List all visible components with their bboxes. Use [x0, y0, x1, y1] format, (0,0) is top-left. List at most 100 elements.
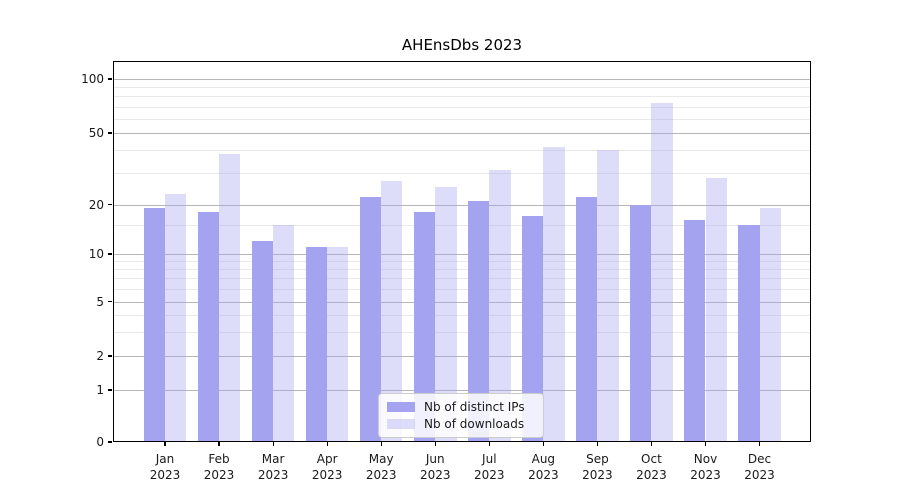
- x-tick-month: Mar: [261, 452, 285, 466]
- x-tick-mark: [488, 442, 490, 446]
- x-tick-month: May: [368, 452, 394, 466]
- x-tick-year: 2023: [365, 468, 397, 483]
- y-tick-label: 1: [96, 383, 104, 397]
- bar-distinct-ips-mar: [251, 241, 274, 442]
- minor-gridline: [113, 150, 811, 152]
- major-gridline: [113, 254, 811, 255]
- legend-swatch-distinct-ips: [387, 401, 415, 412]
- bar-distinct-ips-nov: [684, 220, 706, 442]
- bar-distinct-ips-jan: [143, 208, 165, 442]
- x-tick-month: Oct: [641, 452, 662, 466]
- y-tick-label: 50: [88, 126, 104, 140]
- minor-gridline: [113, 289, 811, 290]
- x-tick-month: Sep: [586, 452, 609, 466]
- legend-row-distinct-ips: Nb of distinct IPs: [387, 400, 535, 414]
- x-tick-mark: [758, 442, 761, 446]
- minor-gridline: [113, 106, 811, 108]
- x-tick-label: Jun 2023: [420, 451, 451, 483]
- bar-distinct-ips-feb: [197, 212, 220, 442]
- x-tick-year: 2023: [257, 468, 289, 483]
- x-tick-label: Nov 2023: [690, 451, 721, 483]
- x-tick-label: Jul 2023: [474, 451, 505, 483]
- x-tick-mark: [272, 442, 274, 446]
- x-tick-label: Mar 2023: [258, 451, 289, 483]
- major-gridline: [113, 301, 811, 303]
- x-tick-month: Jun: [425, 452, 445, 466]
- y-tick-mark: [108, 355, 112, 357]
- x-tick-month: Apr: [316, 452, 338, 466]
- x-tick-month: Dec: [747, 452, 772, 466]
- x-tick-month: Jan: [155, 452, 175, 466]
- x-tick-label: Jan 2023: [150, 451, 181, 483]
- x-tick-year: 2023: [636, 468, 667, 483]
- y-tick-mark: [108, 78, 112, 80]
- x-tick-month: Feb: [208, 452, 230, 466]
- x-tick-label: Feb 2023: [204, 451, 235, 483]
- x-tick-year: 2023: [203, 468, 235, 483]
- minor-gridline: [113, 269, 811, 271]
- x-tick-mark: [650, 442, 653, 446]
- x-tick-year: 2023: [690, 468, 721, 483]
- x-tick-month: Aug: [531, 452, 556, 466]
- x-tick-mark: [434, 442, 436, 446]
- bar-downloads-oct: [651, 102, 673, 442]
- bar-distinct-ips-sep: [576, 197, 598, 442]
- x-tick-month: Nov: [693, 452, 718, 466]
- y-tick-mark: [108, 253, 112, 255]
- bar-distinct-ips-oct: [630, 204, 652, 442]
- x-tick-month: Jul: [482, 452, 497, 466]
- chart-title: AHEnsDbs 2023: [401, 36, 523, 54]
- plot-area: [113, 61, 811, 442]
- minor-gridline: [113, 118, 811, 120]
- x-tick-mark: [380, 442, 382, 446]
- bar-distinct-ips-jun: [413, 212, 436, 442]
- x-tick-mark: [542, 442, 545, 446]
- major-gridline: [113, 204, 811, 206]
- legend: Nb of distinct IPs Nb of downloads: [378, 393, 544, 438]
- y-tick-mark: [108, 203, 112, 206]
- minor-gridline: [113, 96, 811, 98]
- bar-downloads-feb: [219, 154, 241, 442]
- x-tick-year: 2023: [744, 468, 775, 483]
- minor-gridline: [113, 278, 811, 280]
- x-tick-year: 2023: [582, 468, 613, 483]
- x-tick-mark: [218, 442, 220, 446]
- x-tick-year: 2023: [149, 468, 181, 483]
- bar-distinct-ips-may: [359, 197, 382, 442]
- minor-gridline: [113, 225, 811, 227]
- x-tick-label: Aug 2023: [528, 451, 559, 483]
- x-tick-mark: [326, 442, 328, 446]
- minor-gridline: [113, 331, 811, 333]
- bar-downloads-dec: [759, 208, 781, 442]
- major-gridline: [113, 79, 811, 80]
- minor-gridline: [113, 172, 811, 174]
- bar-downloads-mar: [273, 225, 295, 442]
- y-tick-mark: [108, 389, 112, 391]
- x-tick-year: 2023: [419, 468, 451, 483]
- x-tick-label: Dec 2023: [744, 451, 775, 483]
- y-tick-label: 20: [88, 197, 104, 212]
- y-tick-mark: [108, 300, 112, 303]
- major-gridline: [113, 390, 811, 391]
- x-tick-label: Apr 2023: [312, 451, 343, 483]
- minor-gridline: [113, 314, 811, 316]
- bar-distinct-ips-apr: [305, 247, 328, 442]
- bar-downloads-aug: [543, 146, 565, 442]
- bar-downloads-sep: [597, 150, 619, 442]
- x-tick-year: 2023: [311, 468, 343, 483]
- bar-distinct-ips-aug: [522, 216, 544, 442]
- legend-label-downloads: Nb of downloads: [424, 417, 525, 432]
- minor-gridline: [113, 87, 811, 89]
- x-tick-mark: [164, 442, 166, 446]
- bar-distinct-ips-jul: [468, 200, 490, 442]
- bar-downloads-jan: [165, 193, 187, 442]
- minor-gridline: [113, 261, 811, 263]
- legend-row-downloads: Nb of downloads: [387, 417, 535, 431]
- legend-label-distinct-ips: Nb of distinct IPs: [424, 399, 525, 414]
- y-tick-mark: [108, 132, 112, 134]
- bar-downloads-apr: [327, 247, 349, 442]
- x-tick-mark: [596, 442, 599, 446]
- bar-distinct-ips-dec: [738, 225, 760, 442]
- major-gridline: [113, 356, 811, 357]
